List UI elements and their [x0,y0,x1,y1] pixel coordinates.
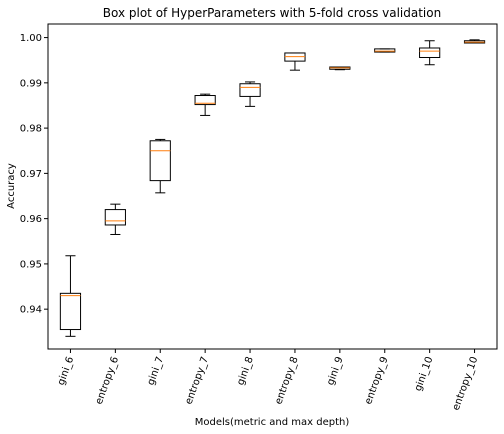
y-axis-ticks: 0.94 0.95 0.96 0.97 0.98 0.99 1.00 [20,33,48,316]
y-tick-label: 0.97 [20,169,42,180]
x-tick-label: gini_7 [146,355,166,387]
box-iqr [420,48,440,58]
box-entropy_10 [464,40,484,43]
plot-frame [48,24,497,349]
box-gini_9 [330,67,350,70]
x-tick-label: entropy_7 [184,355,211,406]
x-tick-label: entropy_8 [273,355,300,406]
box-entropy_8 [285,53,305,70]
x-tick-label: gini_8 [235,355,255,387]
plot-area: 0.94 0.95 0.96 0.97 0.98 0.99 1.00 gini_6 entro… [20,24,497,412]
box-gini_10 [420,41,440,65]
box-gini_7 [150,139,170,192]
y-tick-label: 0.98 [20,124,42,135]
x-tick-label: entropy_9 [363,355,390,406]
box-iqr [240,84,260,97]
box-gini_8 [240,82,260,106]
y-tick-label: 0.94 [20,305,42,316]
boxes [60,40,484,336]
x-tick-label: gini_10 [413,355,436,393]
y-tick-label: 0.96 [20,214,42,225]
box-iqr [105,210,125,225]
chart-title: Box plot of HyperParameters with 5-fold … [103,6,441,20]
x-tick-label: entropy_10 [451,355,481,412]
x-tick-label: entropy_6 [94,355,121,406]
box-iqr [150,141,170,181]
box-entropy_7 [195,94,215,115]
y-axis-label: Accuracy [6,163,17,209]
x-axis-ticks: gini_6 entropy_6 gini_7 entropy_7 gini_8 entr… [56,349,481,412]
y-tick-label: 1.00 [20,33,42,44]
box-gini_6 [60,256,80,337]
x-tick-label: gini_6 [56,355,76,387]
box-iqr [60,293,80,329]
y-tick-label: 0.95 [20,259,42,270]
x-axis-label: Models(metric and max depth) [195,417,350,428]
box-entropy_9 [375,49,395,52]
box-entropy_6 [105,204,125,234]
y-tick-label: 0.99 [20,78,42,89]
x-tick-label: gini_9 [325,355,345,387]
